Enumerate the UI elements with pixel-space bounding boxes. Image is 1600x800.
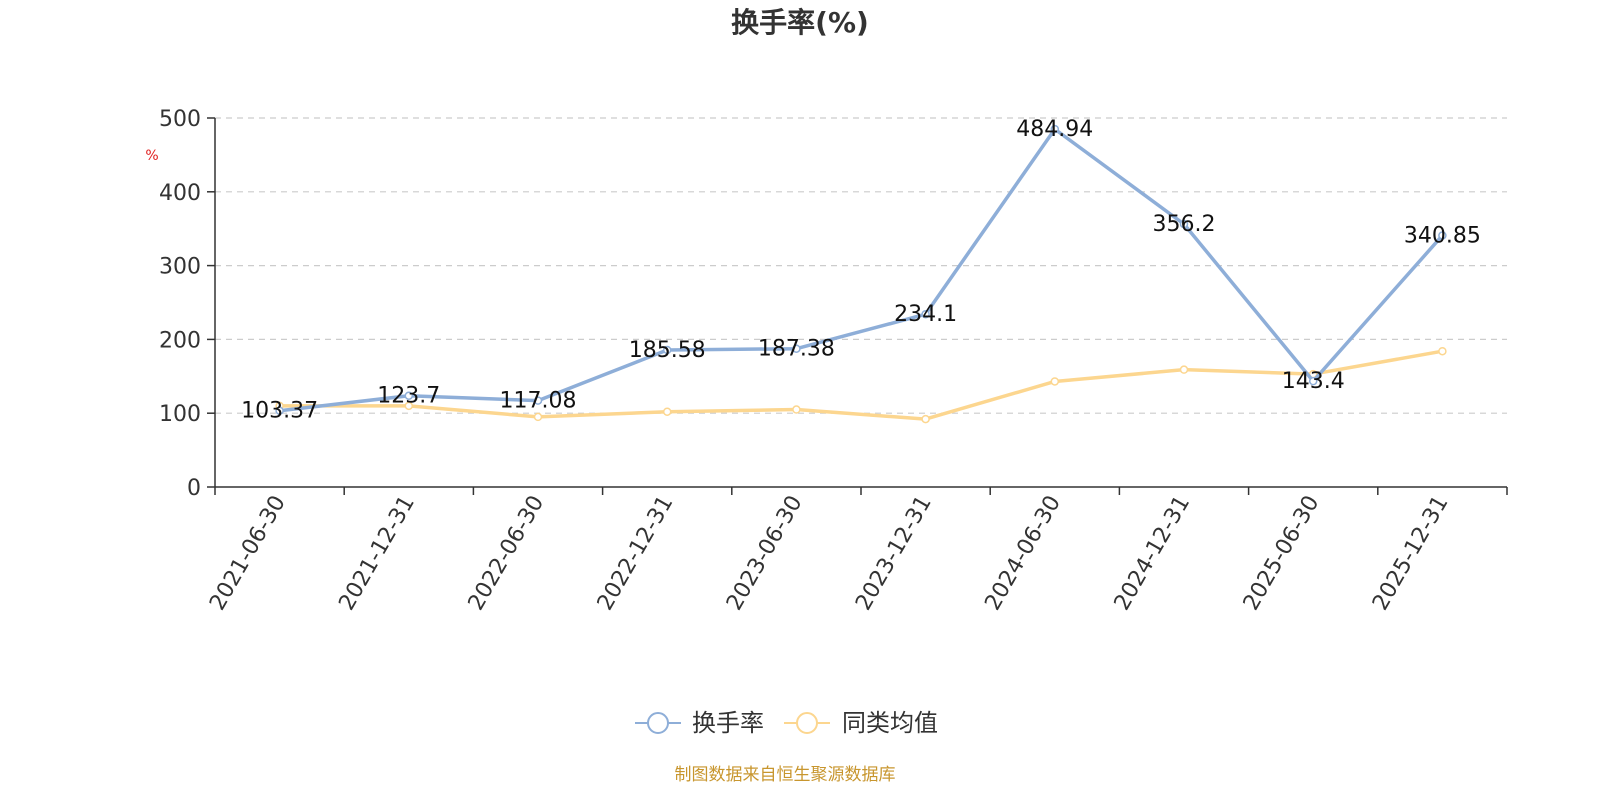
data-labels: 103.37 123.7 117.08 185.58 187.38 234.1 484.94… — [241, 117, 1481, 424]
turnover-data-label: 117.08 — [500, 389, 577, 414]
x-tick-label: 2023-06-30 — [722, 492, 808, 615]
series-lines — [275, 124, 1447, 424]
turnover-series-line — [277, 127, 1445, 413]
turnover-point[interactable] — [1179, 219, 1189, 229]
y-tick-label: 100 — [159, 402, 201, 427]
turnover-point[interactable] — [533, 396, 543, 405]
peer-average-point[interactable] — [662, 407, 672, 416]
turnover-data-label: 484.94 — [1016, 117, 1093, 142]
turnover-point[interactable] — [662, 345, 672, 355]
turnover-point[interactable] — [275, 406, 284, 415]
turnover-data-label: 143.4 — [1282, 369, 1345, 394]
data-source-footer: 制图数据来自恒生聚源数据库 — [675, 765, 896, 785]
y-tick-label: 0 — [187, 476, 201, 501]
turnover-point[interactable] — [921, 309, 930, 319]
turnover-data-label: 234.1 — [894, 302, 957, 327]
legend-peer-average-marker — [796, 712, 818, 734]
turnover-point[interactable] — [792, 344, 801, 353]
legend-item-turnover[interactable]: 换手率 — [635, 709, 764, 737]
peer-average-point[interactable] — [792, 405, 801, 414]
turnover-point[interactable] — [1050, 124, 1060, 134]
peer-average-point[interactable] — [1438, 346, 1447, 356]
peer-average-series-line — [277, 349, 1445, 421]
y-tick-label: 300 — [159, 255, 201, 280]
y-axis-unit: % — [145, 148, 158, 164]
peer-average-point[interactable] — [533, 412, 543, 422]
turnover-data-label: 356.2 — [1153, 212, 1216, 237]
legend-turnover-marker — [647, 712, 669, 734]
turnover-point[interactable] — [404, 391, 414, 400]
chart-title: 换手率(%) — [731, 6, 869, 39]
legend-peer-average-label: 同类均值 — [842, 709, 938, 737]
x-tick-label: 2021-12-31 — [334, 492, 420, 615]
legend-turnover-label: 换手率 — [692, 709, 764, 737]
x-tick-label: 2024-12-31 — [1110, 492, 1196, 615]
x-tick-label: 2022-06-30 — [464, 492, 550, 615]
x-tick-label: 2024-06-30 — [980, 492, 1066, 615]
turnover-data-label: 187.38 — [758, 337, 835, 362]
y-tick-label: 200 — [159, 328, 201, 353]
turnover-data-label: 123.7 — [377, 384, 440, 409]
peer-average-point[interactable] — [921, 414, 930, 424]
legend-item-peer-average[interactable]: 同类均值 — [784, 709, 938, 737]
turnover-data-label: 340.85 — [1404, 223, 1481, 248]
x-tick-label: 2025-12-31 — [1368, 492, 1454, 615]
turnover-point[interactable] — [1308, 376, 1318, 386]
y-tick-label: 400 — [159, 181, 201, 206]
legend: 换手率 同类均值 — [635, 709, 938, 737]
turnover-data-label: 103.37 — [241, 399, 318, 424]
turnover-data-label: 185.58 — [629, 338, 706, 363]
peer-average-point[interactable] — [1179, 365, 1189, 374]
x-tick-label: 2023-12-31 — [851, 492, 937, 615]
y-tick-label: 500 — [159, 107, 201, 132]
x-tick-label: 2025-06-30 — [1239, 492, 1325, 615]
x-tick-label: 2021-06-30 — [205, 492, 291, 615]
peer-average-point[interactable] — [404, 401, 414, 411]
peer-average-point[interactable] — [1050, 377, 1060, 386]
turnover-point[interactable] — [1438, 231, 1447, 240]
x-tick-label: 2022-12-31 — [593, 492, 679, 615]
